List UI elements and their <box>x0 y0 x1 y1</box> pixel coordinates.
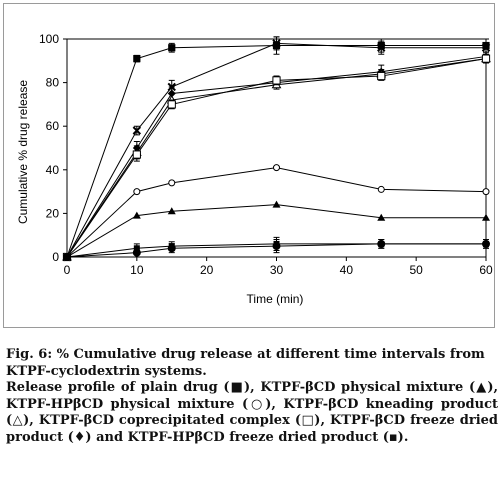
data-point <box>272 76 281 85</box>
data-point <box>377 71 386 81</box>
data-point <box>377 185 385 193</box>
data-point <box>482 239 490 248</box>
series-line <box>66 167 487 258</box>
data-point <box>481 54 491 63</box>
data-point <box>482 213 490 221</box>
caption-body: Release profile of plain drug (■), KTPF-… <box>6 380 498 445</box>
data-point <box>132 248 141 257</box>
series-line <box>66 45 486 258</box>
data-point <box>168 179 176 187</box>
data-point <box>272 242 281 251</box>
series-2 <box>62 36 491 262</box>
data-point <box>481 43 491 52</box>
y-axis-title: Cumulative % drug release <box>16 80 30 224</box>
x-tick-label: 30 <box>270 263 284 277</box>
data-point <box>133 188 141 196</box>
series-line <box>66 243 486 258</box>
data-point <box>377 213 386 221</box>
chart-axes: 0 10 20 30 40 50 60 0 20 40 60 80 100 <box>39 32 493 277</box>
data-point <box>272 39 281 48</box>
data-point <box>273 164 280 172</box>
x-tick-label: 20 <box>200 263 214 277</box>
x-tick-label: 50 <box>409 263 423 277</box>
x-tick-label: 40 <box>340 263 354 277</box>
series-line <box>66 42 486 258</box>
y-tick-label: 0 <box>52 250 59 264</box>
chart-series <box>62 36 491 262</box>
data-point <box>132 126 142 135</box>
y-tick-label: 80 <box>46 76 60 90</box>
data-point <box>377 239 386 248</box>
data-point <box>167 207 176 215</box>
x-axis-title: Time (min) <box>247 292 304 306</box>
series-line <box>66 58 487 258</box>
chart-frame: 0 10 20 30 40 50 60 0 20 40 60 80 100 Cumulative % d… <box>3 3 495 328</box>
x-tick-label: 0 <box>64 263 71 277</box>
data-point <box>167 244 176 253</box>
caption-title: Fig. 6: % Cumulative drug release at dif… <box>6 347 485 379</box>
data-point <box>482 188 490 196</box>
plot-border <box>66 38 487 258</box>
y-tick-label: 40 <box>46 163 60 177</box>
data-point <box>133 55 141 63</box>
x-tick-label: 60 <box>479 263 493 277</box>
series-line <box>66 55 487 258</box>
x-tick-label: 10 <box>130 263 144 277</box>
series-line <box>66 204 486 258</box>
release-chart: 0 10 20 30 40 50 60 0 20 40 60 80 100 Cumulative % d… <box>16 32 493 306</box>
y-tick-label: 100 <box>39 32 59 46</box>
figure-caption: Fig. 6: % Cumulative drug release at dif… <box>6 347 498 446</box>
data-point <box>168 44 176 52</box>
data-point <box>63 253 71 261</box>
series-9 <box>63 239 490 261</box>
data-point <box>132 211 141 219</box>
data-point <box>167 100 176 109</box>
y-tick-label: 60 <box>46 119 60 133</box>
data-point <box>377 43 386 52</box>
data-point <box>132 150 141 159</box>
y-tick-label: 20 <box>46 206 60 220</box>
data-point <box>272 200 281 208</box>
